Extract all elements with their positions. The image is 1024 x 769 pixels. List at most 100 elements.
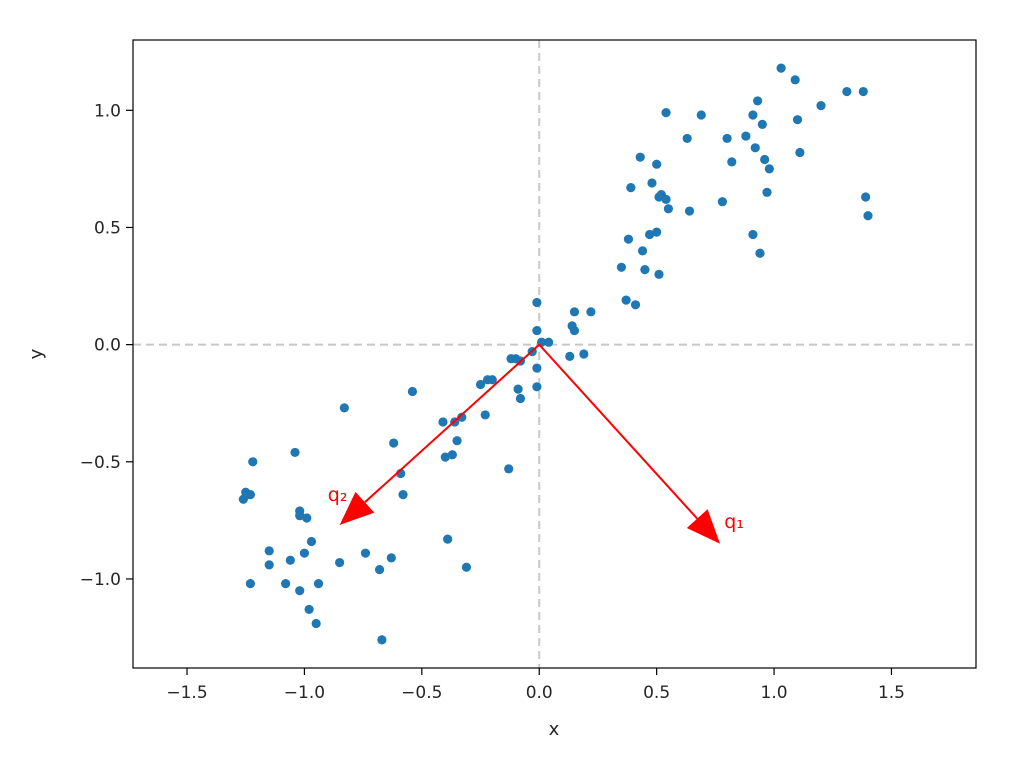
plot-background — [133, 40, 976, 668]
x-tick-label: −0.5 — [401, 683, 442, 703]
data-point — [722, 133, 732, 144]
data-point — [295, 586, 305, 596]
vector-label: q₂ — [328, 484, 348, 506]
data-point — [487, 375, 497, 385]
data-point — [313, 579, 324, 589]
data-point — [762, 187, 772, 197]
data-point — [532, 297, 542, 308]
data-point — [311, 618, 321, 629]
y-axis-ticks: −1.0 −0.5 0.0 0.5 1.0 — [80, 101, 133, 590]
data-point — [861, 192, 871, 202]
data-point — [438, 417, 448, 427]
y-axis-label: y — [26, 348, 47, 359]
vector-label: q₁ — [724, 511, 744, 533]
data-point — [504, 464, 514, 474]
data-point — [285, 555, 295, 565]
data-point — [579, 349, 589, 359]
data-point — [515, 393, 526, 404]
data-point — [652, 159, 662, 169]
data-point — [760, 154, 770, 165]
data-point — [682, 133, 692, 144]
data-point — [816, 101, 826, 111]
data-point — [475, 379, 486, 390]
data-point — [757, 119, 767, 129]
data-point — [513, 384, 523, 394]
data-point — [741, 131, 751, 141]
data-point — [776, 63, 786, 73]
data-point — [750, 143, 760, 153]
x-tick-label: 0.0 — [526, 683, 553, 703]
data-point — [447, 450, 457, 460]
vector-arrowhead — [686, 509, 721, 544]
data-point — [661, 194, 671, 204]
data-point — [248, 457, 258, 467]
data-point — [299, 548, 310, 558]
data-point — [661, 108, 671, 118]
data-point — [407, 386, 418, 397]
data-point — [652, 227, 662, 237]
data-point — [386, 553, 396, 563]
data-point — [616, 262, 627, 272]
data-point — [795, 147, 805, 158]
data-point — [461, 562, 472, 572]
data-point — [443, 534, 453, 544]
data-point — [696, 110, 706, 120]
data-point — [569, 325, 580, 336]
plot-frame — [132, 39, 977, 669]
data-point — [727, 157, 737, 167]
data-point — [295, 511, 305, 521]
data-point — [532, 325, 542, 336]
data-point — [626, 183, 636, 193]
data-point — [440, 452, 450, 462]
data-point — [339, 403, 349, 413]
data-point — [621, 295, 631, 305]
x-tick-label: −1.0 — [284, 683, 325, 703]
data-point — [565, 351, 575, 361]
data-point — [480, 410, 490, 420]
data-point — [764, 164, 774, 174]
data-point — [377, 635, 387, 645]
data-point — [630, 300, 641, 310]
data-point — [335, 557, 345, 568]
vector-1: q₂ — [328, 343, 540, 526]
data-point — [637, 246, 648, 256]
data-point — [842, 86, 852, 97]
data-point — [532, 363, 542, 373]
data-point — [374, 564, 385, 575]
y-tick-label: −0.5 — [80, 453, 121, 473]
data-point — [544, 337, 554, 347]
data-point — [398, 489, 408, 500]
data-point — [645, 229, 655, 240]
data-point — [663, 204, 673, 214]
data-point — [623, 234, 634, 244]
data-point — [264, 546, 274, 556]
data-point — [717, 197, 727, 207]
x-tick-label: 1.5 — [878, 683, 905, 703]
data-point — [245, 579, 256, 589]
data-point — [792, 115, 803, 125]
data-point — [569, 307, 580, 317]
x-tick-label: 1.0 — [761, 683, 788, 703]
data-point — [748, 110, 758, 120]
data-point — [306, 536, 317, 547]
data-point — [753, 96, 763, 106]
data-point — [302, 513, 312, 523]
data-point — [635, 152, 645, 162]
data-point — [790, 75, 800, 85]
data-point — [452, 436, 462, 446]
data-point — [360, 548, 371, 558]
data-point — [684, 206, 695, 216]
data-point — [245, 489, 256, 500]
data-point — [389, 438, 399, 448]
vectors: q₂ q₁ — [328, 343, 744, 544]
data-point — [586, 307, 596, 317]
x-axis-label: x — [549, 719, 560, 740]
data-point — [654, 269, 664, 279]
data-point — [755, 248, 765, 258]
data-point — [281, 579, 291, 589]
data-point — [640, 265, 650, 275]
data-point — [457, 412, 467, 422]
y-tick-label: 0.0 — [94, 336, 121, 356]
vector-2: q₁ — [538, 343, 744, 544]
